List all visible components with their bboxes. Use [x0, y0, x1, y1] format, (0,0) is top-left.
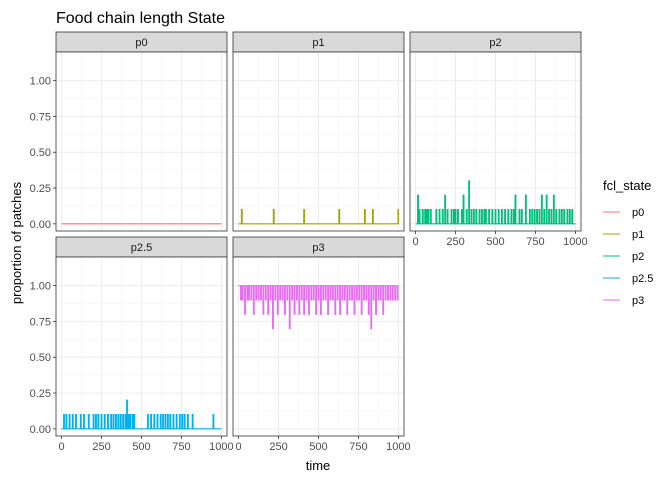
strip-label-p3: p3 [312, 242, 324, 254]
y-tick-label: 1.00 [30, 76, 51, 88]
x-tick-label: 0 [236, 441, 242, 453]
legend-label-p3: p3 [632, 295, 644, 307]
x-tick-label: 1000 [209, 441, 233, 453]
strip-label-p0: p0 [135, 37, 147, 49]
y-tick-label: 0.50 [30, 147, 51, 159]
panel-p1: p1 [232, 31, 405, 232]
x-tick-label: 500 [132, 441, 150, 453]
legend-title: fcl_state [603, 178, 651, 193]
x-tick-label: 250 [269, 441, 287, 453]
legend-item-p2: p2 [603, 251, 644, 263]
y-tick-label: 0.25 [30, 183, 51, 195]
series-line-p2-5 [61, 399, 222, 430]
x-tick-label: 500 [486, 236, 504, 248]
strip-label-p2-5: p2.5 [131, 242, 152, 254]
y-tick-label: 0.25 [30, 388, 51, 400]
y-tick-label: 0.75 [30, 111, 51, 123]
y-axis-title: proportion of patches [9, 181, 24, 304]
panel-p0: p0 0.00 0.25 0.50 0.75 1.00 [30, 31, 228, 232]
chart-title: Food chain length State [56, 10, 225, 27]
x-tick-label: 500 [309, 441, 327, 453]
y-tick-label: 0.00 [30, 424, 51, 436]
legend-label-p1: p1 [632, 229, 644, 241]
x-tick-label: 750 [349, 441, 367, 453]
x-tick-label: 0 [59, 441, 65, 453]
panel-border-p0 [55, 51, 228, 232]
x-tick-label: 250 [446, 236, 464, 248]
legend-label-p0: p0 [632, 207, 644, 219]
panel-p2-5: p2.5 0.00 0.25 0.50 0.75 1.00 0 250 500 750 1000 [30, 236, 234, 453]
y-tick-label: 0.00 [30, 219, 51, 231]
x-tick-label: 250 [92, 441, 110, 453]
x-tick-label: 1000 [563, 236, 587, 248]
panel-p2: p2 0 250 500 750 1000 [409, 31, 588, 248]
panel-border-p1 [232, 51, 405, 232]
x-axis-title: time [306, 458, 331, 473]
legend-item-p0: p0 [603, 207, 644, 219]
series-line-p3 [238, 285, 399, 330]
facet-panels: p0 0.00 0.25 0.50 0.75 1.00 p1 p2 0 250 500 750 1000… [30, 31, 588, 453]
legend-label-p2-5: p2.5 [632, 273, 653, 285]
y-tick-label: 0.75 [30, 316, 51, 328]
strip-label-p1: p1 [312, 37, 324, 49]
x-tick-label: 750 [526, 236, 544, 248]
series-line-p1 [238, 208, 399, 225]
y-tick-label: 0.50 [30, 352, 51, 364]
x-tick-label: 750 [172, 441, 190, 453]
legend-item-p2-5: p2.5 [603, 273, 653, 285]
legend-item-p3: p3 [603, 295, 644, 307]
legend-item-p1: p1 [603, 229, 644, 241]
series-line-p2 [415, 180, 576, 225]
panel-p3: p3 0 250 500 750 1000 [232, 236, 411, 453]
legend: fcl_state p0 p1 p2 p2.5 p3 [603, 178, 653, 307]
y-tick-label: 1.00 [30, 281, 51, 293]
legend-label-p2: p2 [632, 251, 644, 263]
strip-label-p2: p2 [489, 37, 501, 49]
x-tick-label: 0 [413, 236, 419, 248]
x-tick-label: 1000 [386, 441, 410, 453]
